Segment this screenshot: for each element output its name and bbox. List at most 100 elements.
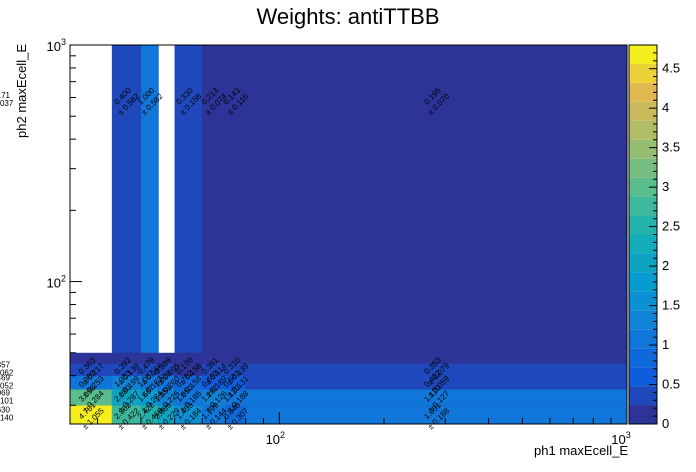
heatmap-cell	[70, 363, 112, 376]
palette-tick-label: 3.5	[662, 140, 680, 155]
x-tick-label: 102	[266, 430, 285, 447]
palette-tick-label: 2	[662, 258, 669, 273]
cell-value-label: 1.069	[0, 388, 11, 397]
heatmap-cell	[202, 45, 226, 353]
heatmap-cell	[111, 352, 141, 364]
palette-band	[629, 101, 657, 121]
heatmap-cell	[111, 45, 141, 353]
cell-value-label: 0.357	[0, 361, 11, 370]
plot-frame	[69, 44, 628, 425]
palette-band	[629, 291, 657, 311]
heatmap-cell	[245, 352, 627, 364]
palette-band	[629, 158, 657, 178]
palette-tick-label: 4	[662, 100, 669, 115]
cell-error-label: ± 0.062	[0, 369, 14, 378]
heatmap-cell	[225, 389, 246, 406]
heatmap-cell	[158, 352, 175, 364]
heatmap-cell	[225, 45, 246, 353]
palette-band	[629, 310, 657, 330]
heatmap-cell	[140, 363, 159, 376]
palette-band	[629, 177, 657, 197]
cell-value-label: 1.630	[0, 406, 11, 415]
palette-band	[629, 215, 657, 235]
cell-error-label: ± 0.037	[0, 99, 14, 108]
palette-tick-label: 0	[662, 416, 669, 431]
heatmap-cell	[245, 389, 627, 406]
heatmap-cell	[158, 405, 175, 424]
palette-band	[629, 120, 657, 140]
heatmap-cell	[70, 352, 112, 364]
palette-band	[629, 367, 657, 387]
heatmap-cell	[245, 45, 627, 353]
palette-band	[629, 234, 657, 254]
heatmap-cell	[111, 363, 141, 376]
heatmap-cell	[70, 375, 112, 390]
heatmap-cell	[245, 405, 627, 424]
chart-title: Weights: antiTTBB	[257, 4, 440, 29]
heatmap-cell	[140, 375, 159, 390]
axes: 102 103 102 103	[47, 37, 631, 447]
cell-value-label: 0.171	[0, 91, 11, 100]
heatmap-cell	[174, 352, 203, 364]
heatmap-cell	[70, 45, 112, 353]
palette-band	[629, 82, 657, 102]
heatmap-cell	[174, 363, 203, 376]
heatmap-cell	[202, 405, 226, 424]
cell-value-label: 0.469	[0, 374, 11, 383]
palette-band	[629, 253, 657, 273]
palette-band	[629, 386, 657, 406]
palette-tick-label: 4.5	[662, 61, 680, 76]
heatmap-cell	[111, 405, 141, 424]
heatmap-cell	[174, 389, 203, 406]
heatmap-cell	[225, 363, 246, 376]
heatmap-cell	[202, 389, 226, 406]
palette-tick-label: 2.5	[662, 219, 680, 234]
palette-tick-label: 1.5	[662, 298, 680, 313]
palette-band	[629, 272, 657, 292]
palette-band	[629, 63, 657, 83]
heatmap-cell	[202, 352, 226, 364]
x-axis-label: ph1 maxEcell_E	[534, 443, 628, 458]
heatmap-cell	[70, 389, 112, 406]
heatmap-cell	[111, 389, 141, 406]
heatmap-cell	[111, 375, 141, 390]
heatmap-cell	[245, 363, 627, 376]
color-palette: 0 0.5 1 1.5 2 2.5 3 3.5 4 4.5	[628, 44, 680, 431]
heatmap-cell	[202, 375, 226, 390]
heatmap-cell	[174, 45, 203, 353]
heatmap-cell	[202, 363, 226, 376]
heatmap-cell	[245, 375, 627, 390]
heatmap-cell	[140, 352, 159, 364]
palette-band	[629, 45, 657, 64]
palette-band	[629, 329, 657, 349]
heatmap-cells	[70, 45, 627, 424]
palette-band	[629, 405, 657, 424]
y-tick-label: 102	[47, 274, 66, 291]
cell-error-label: ± 0.052	[0, 382, 14, 391]
cell-error-label: ± 0.101	[0, 396, 14, 405]
palette-tick-label: 0.5	[662, 377, 680, 392]
heatmap-cell	[225, 405, 246, 424]
heatmap-cell	[225, 352, 246, 364]
cell-error-label: ± 0.140	[0, 414, 14, 423]
palette-band	[629, 139, 657, 159]
y-axis-label: ph2 maxEcell_E	[14, 44, 29, 138]
heatmap-cell	[225, 375, 246, 390]
heatmap-cell	[158, 45, 175, 353]
palette-band	[629, 348, 657, 368]
x-tick-label: 103	[611, 430, 630, 447]
heatmap-cell	[140, 45, 159, 353]
heatmap-cell	[158, 363, 175, 376]
heatmap-cell	[70, 405, 112, 424]
heatmap-cell	[174, 405, 203, 424]
palette-tick-label: 3	[662, 179, 669, 194]
heatmap-cell	[140, 405, 159, 424]
heatmap-cell	[174, 375, 203, 390]
palette-band	[629, 196, 657, 216]
heatmap-cell	[158, 389, 175, 406]
heatmap-cell	[140, 389, 159, 406]
heatmap-cell	[158, 375, 175, 390]
y-tick-label: 103	[47, 37, 66, 54]
